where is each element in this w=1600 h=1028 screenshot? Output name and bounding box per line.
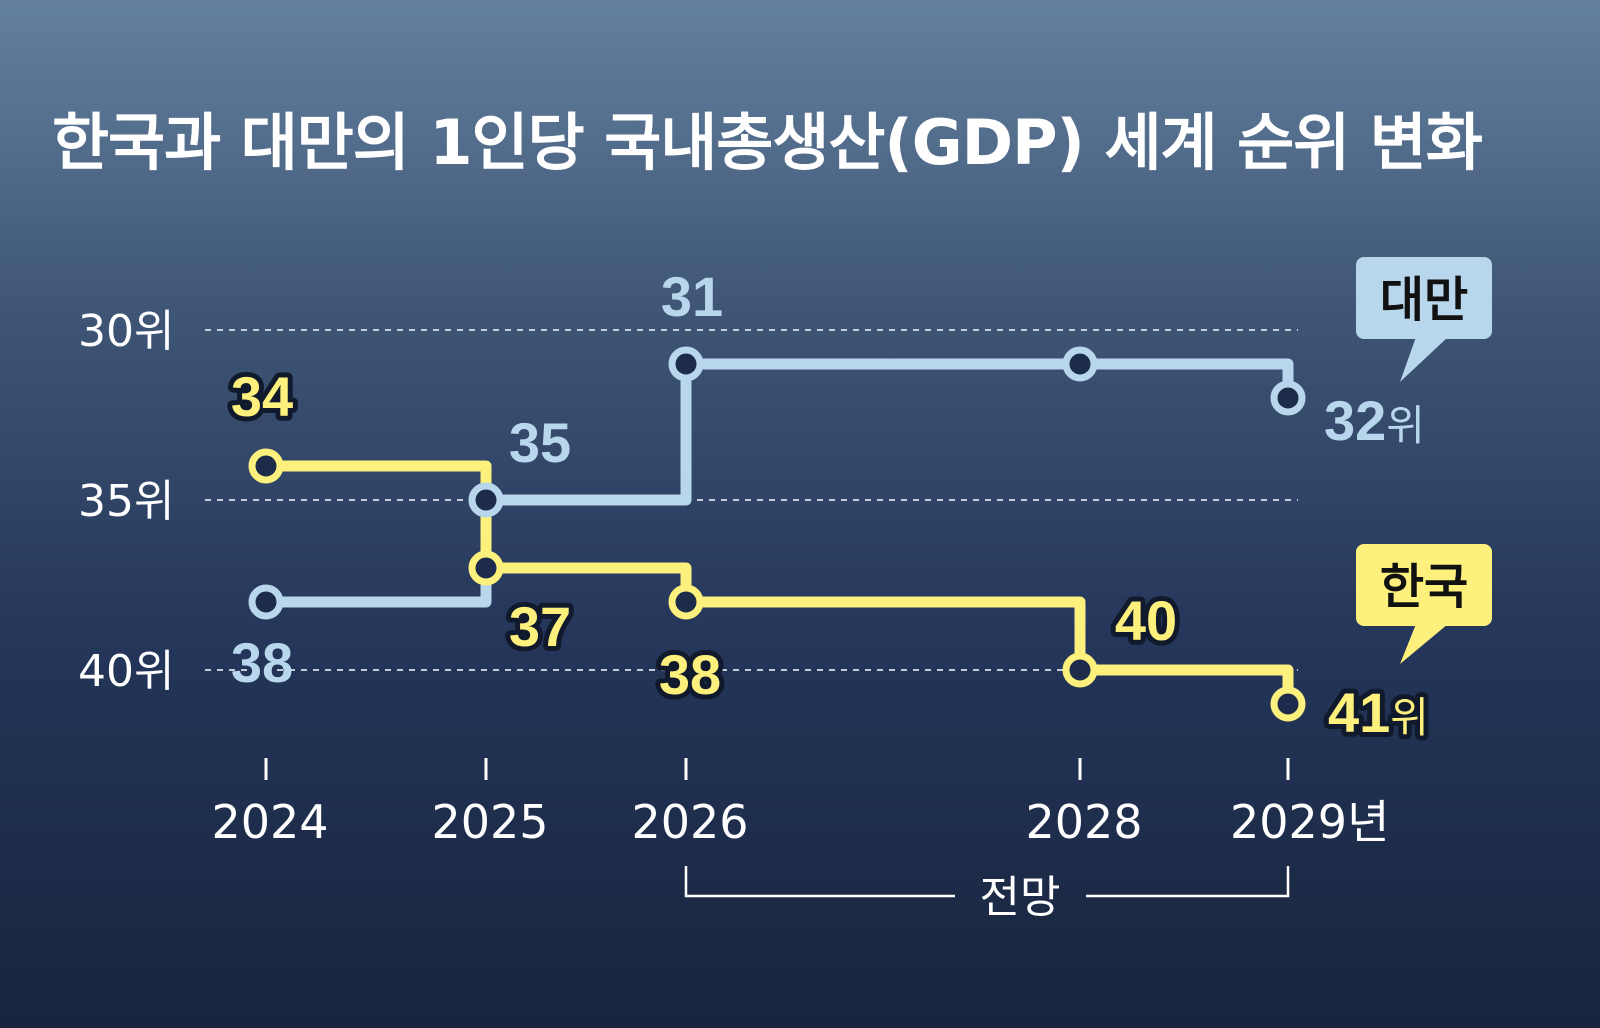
x-tick-label: 2024: [211, 795, 328, 849]
legend-box: [1356, 257, 1492, 339]
data-point-taiwan: [1270, 380, 1306, 416]
forecast-bracket-right: [1086, 866, 1290, 898]
value-label-taiwan: 38: [231, 631, 293, 694]
series-line-taiwan: [266, 358, 1294, 608]
y-tick-label: 30위: [78, 306, 174, 357]
value-label-korea: 37: [509, 595, 571, 658]
x-tick-label: 2026: [631, 795, 748, 849]
value-label-korea: 34: [231, 365, 293, 428]
series-line-korea: [266, 460, 1294, 704]
y-tick-label: 40위: [78, 646, 174, 697]
x-tick-label: 2025: [431, 795, 548, 849]
value-label-taiwan: 35: [509, 411, 571, 474]
y-tick-label: 35위: [78, 476, 174, 527]
data-point-korea: [1270, 686, 1306, 722]
legend-label: 한국: [1380, 559, 1468, 615]
data-point-taiwan: [248, 584, 284, 620]
value-label-taiwan: 32위: [1324, 389, 1425, 452]
x-tick-label: 2028: [1025, 795, 1142, 849]
value-label-korea: 38: [659, 643, 721, 706]
legend-box: [1356, 544, 1492, 626]
data-point-taiwan: [1062, 346, 1098, 382]
legend-taiwan: 대만: [1356, 257, 1492, 382]
legend-korea: 한국: [1356, 544, 1492, 664]
value-label-korea: 41위: [1328, 681, 1429, 744]
data-point-korea: [668, 584, 704, 620]
legend-tail: [1400, 337, 1448, 382]
forecast-bracket-left: [684, 866, 955, 898]
value-label-taiwan: 31: [661, 265, 723, 328]
legend-tail: [1400, 624, 1448, 664]
data-point-korea: [248, 448, 284, 484]
chart-title: 한국과 대만의 1인당 국내총생산(GDP) 세계 순위 변화: [52, 106, 1483, 179]
forecast-label: 전망: [980, 872, 1061, 923]
legend-label: 대만: [1380, 272, 1468, 328]
data-point-korea: [1062, 652, 1098, 688]
data-point-taiwan: [468, 482, 504, 518]
data-point-taiwan: [668, 346, 704, 382]
data-point-korea: [468, 550, 504, 586]
x-tick-label: 2029년: [1230, 795, 1389, 849]
value-label-korea: 40: [1115, 589, 1177, 652]
